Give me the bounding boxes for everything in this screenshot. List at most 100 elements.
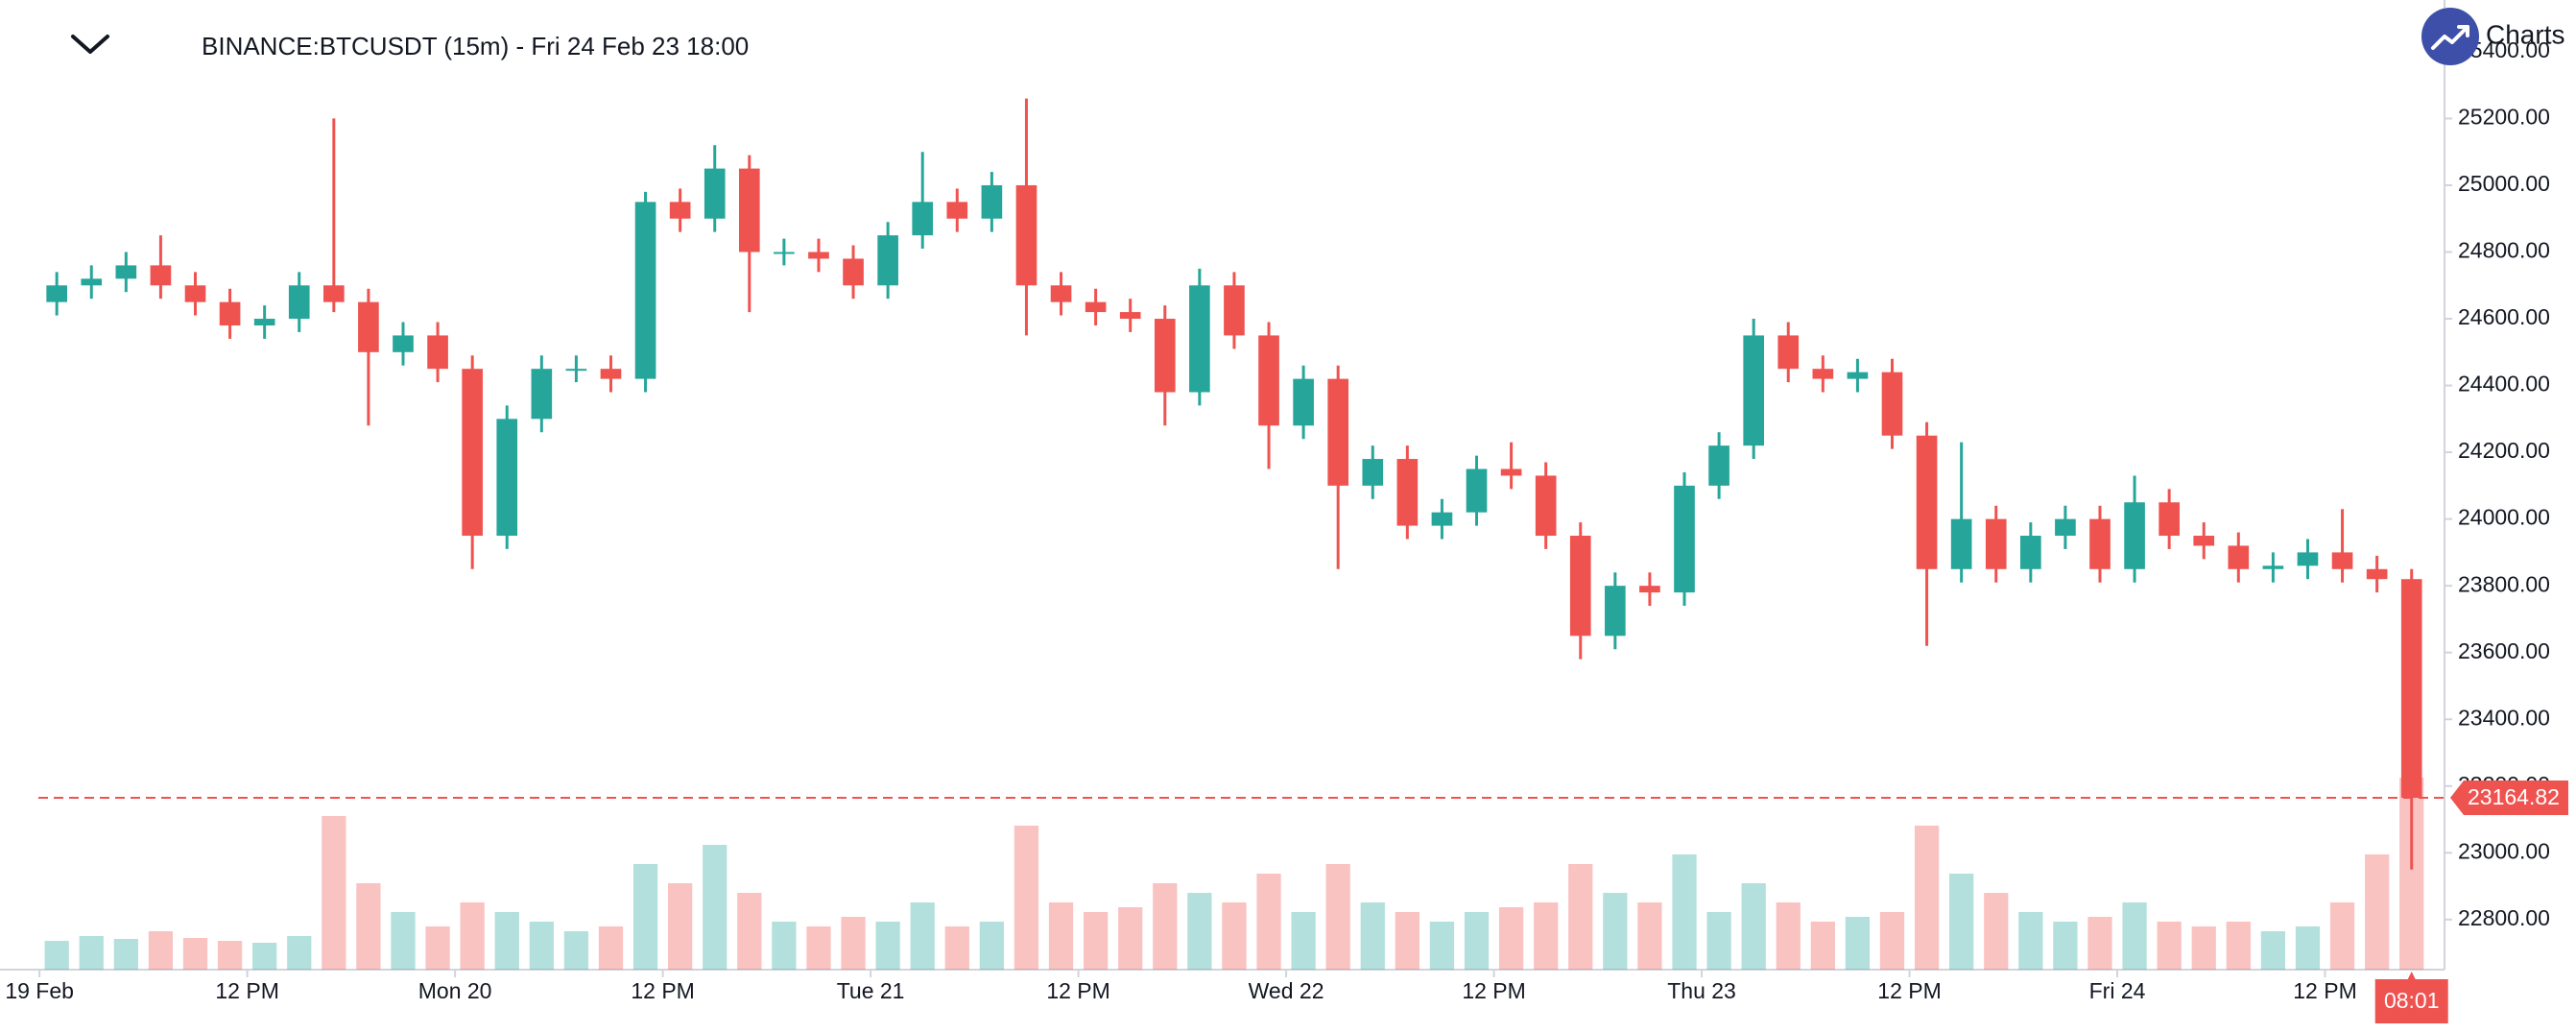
x-tick-label: 12 PM <box>1877 978 1941 1003</box>
countdown-label: 08:01 <box>2384 988 2440 1013</box>
brand-logo-arrow <box>2457 25 2469 37</box>
last-price-marker <box>2450 781 2568 816</box>
candle-body <box>1708 445 1729 486</box>
candle-body <box>2159 502 2180 537</box>
candle-body <box>1224 285 1245 336</box>
volume-bar <box>1256 874 1281 970</box>
volume-bar <box>910 902 935 970</box>
candle-body <box>1396 459 1419 526</box>
candle-body <box>704 168 726 219</box>
volume-bar <box>1810 922 1835 970</box>
candle-body <box>912 202 934 236</box>
volume-bar <box>148 931 174 970</box>
candle-body <box>253 319 275 325</box>
y-tick-label: 23400.00 <box>2458 705 2550 730</box>
candle-body <box>1466 468 1488 513</box>
candle-body <box>2193 536 2215 546</box>
volume-bar <box>1187 893 1212 970</box>
candle-body <box>1847 372 1869 379</box>
candle-body <box>358 301 379 352</box>
volume-bar <box>806 926 831 970</box>
volume-bar <box>563 931 589 970</box>
candle-body <box>1293 378 1314 426</box>
candle-body <box>1812 369 1834 379</box>
candle-body <box>1639 586 1660 593</box>
volume-bar <box>632 864 658 970</box>
volume-bar <box>1498 907 1524 970</box>
candle-body <box>1674 485 1695 593</box>
candle-body <box>1015 184 1038 286</box>
volume-bar <box>1845 917 1871 970</box>
volume-bar <box>2087 917 2112 970</box>
x-tick-label: Fri 24 <box>2089 978 2146 1003</box>
volume-bar <box>2260 931 2286 970</box>
candle-body <box>1050 285 1072 302</box>
candle-body <box>1431 512 1453 526</box>
volume-bar <box>1153 883 1178 970</box>
volume-bar <box>1672 854 1697 970</box>
candle-body <box>46 285 67 302</box>
chart-title: BINANCE:BTCUSDT (15m) - Fri 24 Feb 23 18… <box>202 32 749 60</box>
candle-body <box>323 285 345 302</box>
x-tick-label: 12 PM <box>1462 978 1525 1003</box>
candle-body <box>1189 285 1210 393</box>
volume-bar <box>1325 864 1350 970</box>
candle-body <box>1119 312 1141 320</box>
x-tick-label: 12 PM <box>631 978 694 1003</box>
volume-bar <box>1706 912 1731 970</box>
volume-bar <box>1360 902 1385 970</box>
volume-bar <box>1395 912 1419 970</box>
candle-body <box>1605 586 1626 637</box>
volume-bar <box>1464 912 1490 970</box>
volume-bar <box>2329 902 2355 970</box>
volume-bar <box>1637 902 1662 970</box>
candle-body <box>1985 518 2007 569</box>
candle-body <box>1950 518 1972 569</box>
candle-body <box>1777 335 1800 370</box>
volume-bar <box>287 936 312 970</box>
volume-bar <box>529 922 554 970</box>
y-tick-label: 25200.00 <box>2458 105 2550 130</box>
candle-body <box>219 301 241 325</box>
candle-body <box>1154 319 1176 393</box>
candle-body <box>427 335 448 370</box>
volume-bar <box>1949 874 1974 970</box>
volume-bar <box>772 922 797 970</box>
volume-bar <box>1118 907 1143 970</box>
volume-bar <box>598 926 624 970</box>
candle-body <box>1085 301 1107 313</box>
candle-body <box>600 369 622 379</box>
y-tick-label: 25000.00 <box>2458 171 2550 196</box>
volume-bar <box>2226 922 2251 970</box>
candle-body <box>393 335 414 352</box>
volume-bar <box>1014 826 1039 970</box>
volume-bar <box>979 922 1005 970</box>
candle-body <box>843 258 864 286</box>
candle-body <box>2124 502 2145 569</box>
volume-bar <box>2365 854 2390 970</box>
volume-bar <box>1776 902 1801 970</box>
y-tick-label: 24800.00 <box>2458 238 2550 263</box>
candle-body <box>946 202 968 219</box>
candle-body <box>150 265 172 286</box>
volume-bar <box>79 936 104 970</box>
candle-body <box>2262 565 2284 569</box>
candle-body <box>808 252 829 259</box>
candle-body <box>1881 372 1903 436</box>
volume-bar <box>2053 922 2078 970</box>
volume-bar <box>252 943 277 970</box>
volume-bar <box>425 926 450 970</box>
candle-body <box>2366 568 2388 580</box>
y-tick-label: 24200.00 <box>2458 438 2550 463</box>
candle-body <box>2297 552 2319 566</box>
collapse-chevron[interactable] <box>71 35 109 54</box>
volume-bar <box>494 912 519 970</box>
volume-bar <box>1741 883 1766 970</box>
candle-body <box>81 278 103 286</box>
volume-bar <box>703 845 727 970</box>
volume-bar <box>1429 922 1455 970</box>
volume-bar <box>1083 912 1109 970</box>
volume-bar <box>841 917 866 970</box>
